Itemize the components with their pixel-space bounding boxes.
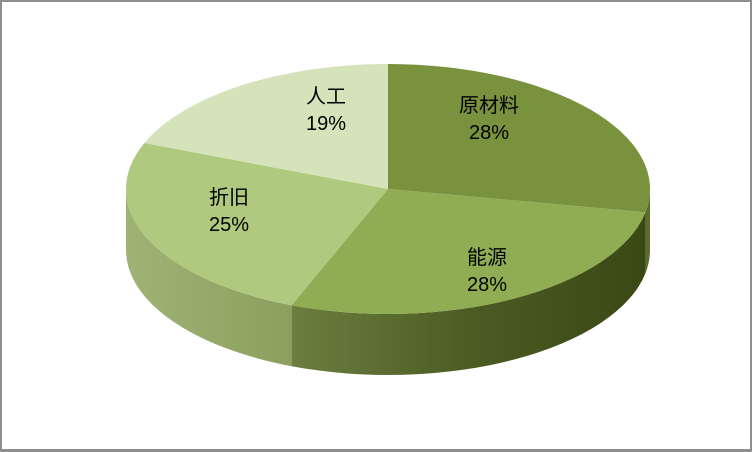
pie-slice-raw-materials[interactable]	[388, 64, 651, 213]
pie-slice-energy[interactable]	[291, 189, 646, 314]
pie-slice-depreciation[interactable]	[126, 143, 389, 306]
pie-side-raw-materials	[645, 189, 651, 274]
pie-slice-labor[interactable]	[144, 64, 388, 189]
pie-side-energy	[291, 212, 646, 375]
pie-side-depreciation	[126, 189, 292, 367]
